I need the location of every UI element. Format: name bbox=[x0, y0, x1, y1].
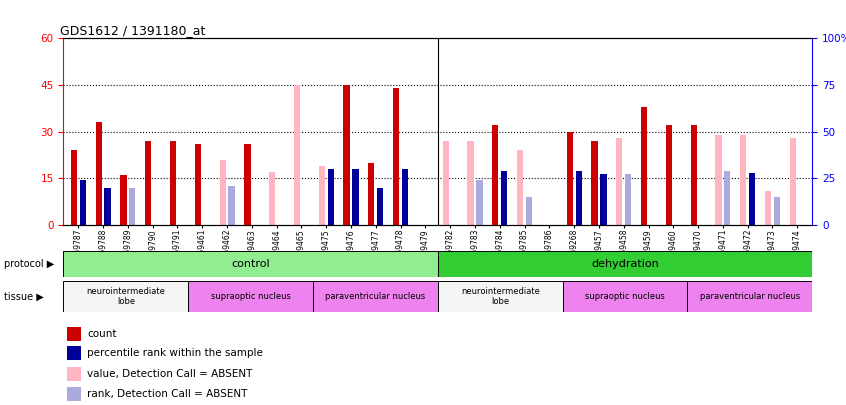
Bar bbox=[402, 169, 408, 225]
Bar bbox=[228, 185, 234, 225]
Bar bbox=[353, 169, 359, 225]
Bar bbox=[740, 135, 746, 225]
Text: value, Detection Call = ABSENT: value, Detection Call = ABSENT bbox=[87, 369, 253, 379]
Bar bbox=[313, 281, 437, 312]
Bar bbox=[625, 175, 631, 225]
Text: supraoptic nucleus: supraoptic nucleus bbox=[211, 292, 290, 301]
Text: paraventricular nucleus: paraventricular nucleus bbox=[700, 292, 799, 301]
Text: rank, Detection Call = ABSENT: rank, Detection Call = ABSENT bbox=[87, 389, 248, 399]
Bar bbox=[129, 188, 135, 225]
Bar bbox=[601, 175, 607, 225]
Bar bbox=[666, 126, 672, 225]
Bar bbox=[71, 150, 77, 225]
Bar bbox=[437, 251, 812, 277]
Bar bbox=[765, 191, 772, 225]
Bar bbox=[146, 141, 151, 225]
Bar bbox=[67, 326, 80, 341]
Bar bbox=[170, 141, 176, 225]
Bar bbox=[393, 88, 399, 225]
Bar bbox=[63, 251, 437, 277]
Text: control: control bbox=[231, 259, 270, 269]
Bar bbox=[749, 173, 755, 225]
Bar bbox=[269, 172, 275, 225]
Bar bbox=[244, 144, 250, 225]
Bar bbox=[575, 171, 582, 225]
Bar bbox=[195, 144, 201, 225]
Text: percentile rank within the sample: percentile rank within the sample bbox=[87, 348, 263, 358]
Bar bbox=[517, 150, 523, 225]
Bar bbox=[501, 171, 508, 225]
Bar bbox=[319, 166, 325, 225]
Text: supraoptic nucleus: supraoptic nucleus bbox=[585, 292, 665, 301]
Bar bbox=[104, 188, 111, 225]
Bar bbox=[437, 281, 563, 312]
Text: tissue ▶: tissue ▶ bbox=[4, 292, 44, 302]
Bar bbox=[468, 141, 474, 225]
Text: paraventricular nucleus: paraventricular nucleus bbox=[326, 292, 426, 301]
Bar bbox=[591, 141, 597, 225]
Bar bbox=[120, 175, 127, 225]
Text: neurointermediate
lobe: neurointermediate lobe bbox=[86, 287, 165, 306]
Bar bbox=[690, 126, 697, 225]
Bar bbox=[563, 281, 687, 312]
Bar bbox=[442, 141, 449, 225]
Bar bbox=[476, 180, 482, 225]
Bar bbox=[67, 346, 80, 360]
Bar bbox=[377, 188, 383, 225]
Bar bbox=[789, 138, 796, 225]
Text: GDS1612 / 1391180_at: GDS1612 / 1391180_at bbox=[60, 24, 205, 37]
Bar bbox=[67, 367, 80, 381]
Bar bbox=[67, 387, 80, 401]
Bar bbox=[294, 85, 300, 225]
Bar bbox=[219, 160, 226, 225]
Bar bbox=[567, 132, 573, 225]
Bar bbox=[327, 169, 334, 225]
Bar bbox=[343, 85, 349, 225]
Bar bbox=[63, 281, 188, 312]
Bar bbox=[188, 281, 313, 312]
Text: dehydration: dehydration bbox=[591, 259, 659, 269]
Text: neurointermediate
lobe: neurointermediate lobe bbox=[461, 287, 540, 306]
Bar bbox=[641, 107, 647, 225]
Bar bbox=[687, 281, 812, 312]
Bar bbox=[492, 126, 498, 225]
Bar bbox=[96, 122, 102, 225]
Text: count: count bbox=[87, 328, 117, 339]
Bar bbox=[774, 197, 780, 225]
Bar bbox=[526, 197, 532, 225]
Bar bbox=[724, 171, 730, 225]
Bar bbox=[616, 138, 623, 225]
Bar bbox=[716, 135, 722, 225]
Text: protocol ▶: protocol ▶ bbox=[4, 259, 54, 269]
Bar bbox=[368, 163, 375, 225]
Bar bbox=[80, 180, 86, 225]
